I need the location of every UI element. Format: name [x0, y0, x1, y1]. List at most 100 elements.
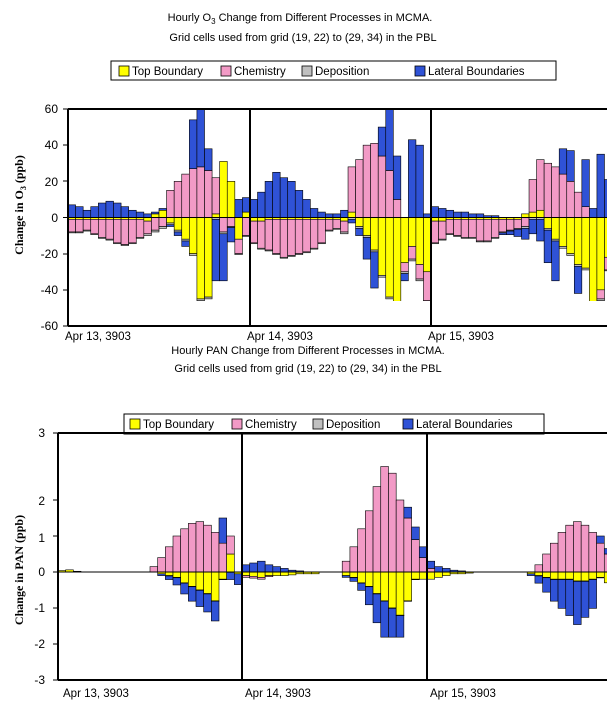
o3-bar-chemistry [543, 162, 552, 218]
pan-legend-swatch-top-boundary [129, 418, 141, 430]
o3-bar-lateral-boundaries [294, 190, 304, 218]
pan-legend-label-lateral-boundaries: Lateral Boundaries [416, 419, 513, 431]
o3-bar-chemistry [249, 220, 258, 244]
o3-bar-chemistry [272, 219, 281, 254]
pan-bar-top-boundary [388, 571, 397, 609]
o3-legend-label-chemistry: Chemistry [234, 66, 286, 78]
pan-legend-label-top-boundary: Top Boundary [143, 419, 214, 431]
o3-bar-deposition [385, 296, 394, 300]
o3-bar-chemistry [211, 177, 220, 215]
o3-y-tick-label: -40 [41, 283, 59, 297]
o3-bar-chemistry [120, 219, 129, 245]
pan-bar-top-boundary [226, 553, 235, 573]
o3-bar-deposition [325, 229, 334, 232]
o3-bar-top-boundary [536, 209, 545, 218]
o3-bar-top-boundary [438, 217, 447, 222]
pan-bar-chemistry [341, 560, 351, 573]
o3-bar-top-boundary [581, 217, 590, 269]
o3-bar-deposition [423, 300, 432, 301]
o3-bar-chemistry [551, 166, 560, 218]
o3-bar-chemistry [340, 220, 349, 233]
pan-bar-deposition [403, 600, 412, 602]
pan-bar-chemistry [603, 553, 607, 573]
o3-bar-lateral-boundaries [234, 199, 243, 218]
o3-bar-chemistry [310, 219, 319, 249]
o3-bar-lateral-boundaries [181, 240, 190, 247]
pan-bar-chemistry [580, 524, 590, 573]
o3-bar-top-boundary [204, 217, 213, 298]
pan-bar-chemistry [418, 557, 428, 573]
pan-bar-lateral-boundaries [249, 562, 258, 573]
o3-bar-chemistry [483, 219, 492, 242]
pan-bar-top-boundary [249, 571, 258, 577]
o3-bar-top-boundary [551, 217, 560, 240]
pan-bar-top-boundary [573, 571, 582, 582]
o3-bar-lateral-boundaries [325, 213, 334, 218]
o3-bar-top-boundary [573, 217, 583, 265]
pan-date-label: Apr 13, 3903 [63, 688, 129, 700]
pan-bar-lateral-boundaries [426, 560, 436, 569]
o3-bar-deposition [128, 242, 137, 245]
o3-bar-deposition [438, 238, 447, 241]
o3-bar-lateral-boundaries [438, 208, 447, 218]
o3-bar-top-boundary [151, 213, 160, 218]
o3-bar-chemistry [219, 217, 228, 233]
pan-bar-chemistry [264, 575, 274, 577]
o3-bar-lateral-boundaries [120, 206, 129, 218]
pan-bar-lateral-boundaries [411, 526, 420, 540]
o3-bar-chemistry [105, 219, 114, 240]
o3-bar-chemistry [135, 219, 145, 238]
pan-bar-lateral-boundaries [565, 579, 574, 616]
pan-bar-lateral-boundaries [165, 575, 174, 580]
o3-bar-deposition [445, 233, 454, 235]
pan-bar-chemistry [380, 466, 389, 573]
o3-bar-chemistry [392, 199, 402, 218]
o3-bar-deposition [566, 253, 575, 256]
pan-bar-top-boundary [172, 571, 181, 578]
o3-bar-chemistry [189, 168, 198, 218]
o3-bar-lateral-boundaries [317, 211, 326, 218]
o3-bar-lateral-boundaries [98, 202, 107, 218]
pan-bar-lateral-boundaries [349, 577, 358, 582]
o3-bar-deposition [279, 256, 289, 259]
pan-legend-swatch-chemistry [231, 418, 243, 430]
pan-bar-lateral-boundaries [534, 575, 543, 584]
pan-bar-lateral-boundaries [596, 535, 605, 544]
o3-bar-deposition [302, 251, 311, 254]
o3-bar-top-boundary [392, 217, 402, 301]
o3-bar-top-boundary [242, 211, 251, 218]
o3-bar-deposition [196, 298, 205, 301]
o3-bar-top-boundary [340, 217, 349, 222]
o3-bar-chemistry [468, 219, 477, 238]
pan-bar-top-boundary [264, 571, 274, 576]
pan-bar-lateral-boundaries [365, 586, 374, 606]
pan-chart-title-line1: Hourly PAN Change from Different Process… [171, 345, 444, 357]
o3-bar-lateral-boundaries [272, 171, 281, 218]
pan-bar-chemistry [218, 542, 227, 573]
o3-bar-lateral-boundaries [362, 237, 371, 260]
o3-bar-top-boundary [400, 217, 409, 264]
o3-bar-chemistry [498, 219, 507, 233]
pan-bar-chemistry [573, 521, 582, 573]
o3-bar-chemistry [204, 170, 213, 218]
o3-bar-chemistry [415, 264, 424, 280]
o3-bar-deposition [242, 235, 251, 237]
pan-legend-swatch-lateral-boundaries [402, 418, 414, 430]
o3-bar-deposition [596, 298, 605, 301]
o3-bar-lateral-boundaries [249, 199, 258, 218]
pan-legend-label-deposition: Deposition [326, 419, 380, 431]
o3-bar-lateral-boundaries [573, 266, 583, 294]
o3-bar-deposition [143, 233, 152, 236]
o3-bars [68, 108, 607, 301]
o3-legend-swatch-chemistry [220, 65, 232, 77]
o3-legend-label-top-boundary: Top Boundary [132, 66, 203, 78]
o3-bar-chemistry [151, 217, 160, 231]
o3-bar-deposition [90, 233, 99, 235]
o3-bar-lateral-boundaries [332, 213, 341, 218]
pan-bar-top-boundary [418, 571, 428, 580]
o3-bar-chemistry [294, 219, 304, 254]
pan-bar-top-boundary [349, 571, 358, 578]
o3-bar-chemistry [596, 289, 605, 300]
o3-bar-chemistry [257, 220, 266, 249]
pan-bar-chemistry [349, 546, 358, 573]
